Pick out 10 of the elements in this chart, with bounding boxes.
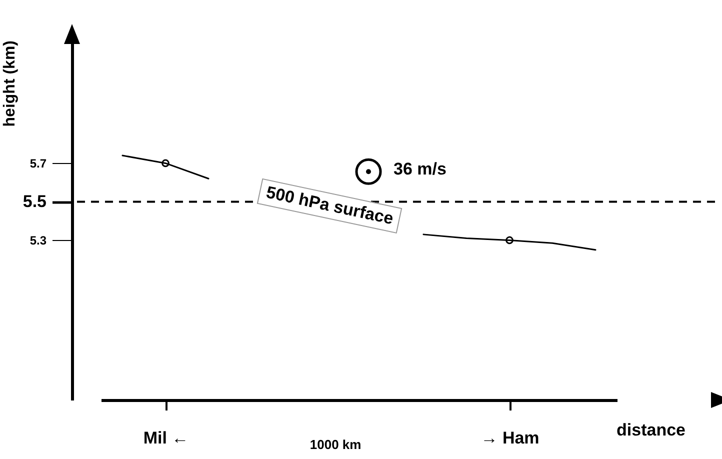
text: 1000 km <box>310 437 362 452</box>
x-tick-label: Mil ← <box>143 428 189 448</box>
y-tick-label: 5.7 <box>30 156 47 171</box>
annotation: 500 hPa surface <box>256 178 402 234</box>
annotation: 36 m/s <box>394 160 446 179</box>
x-tick-label: → Ham <box>480 428 540 448</box>
y-tick-label: 5.5 <box>22 192 46 212</box>
y-tick-label: 5.3 <box>30 234 47 248</box>
y-axis-title: height (km) <box>2 40 18 127</box>
x-axis-title: distance <box>616 420 686 440</box>
